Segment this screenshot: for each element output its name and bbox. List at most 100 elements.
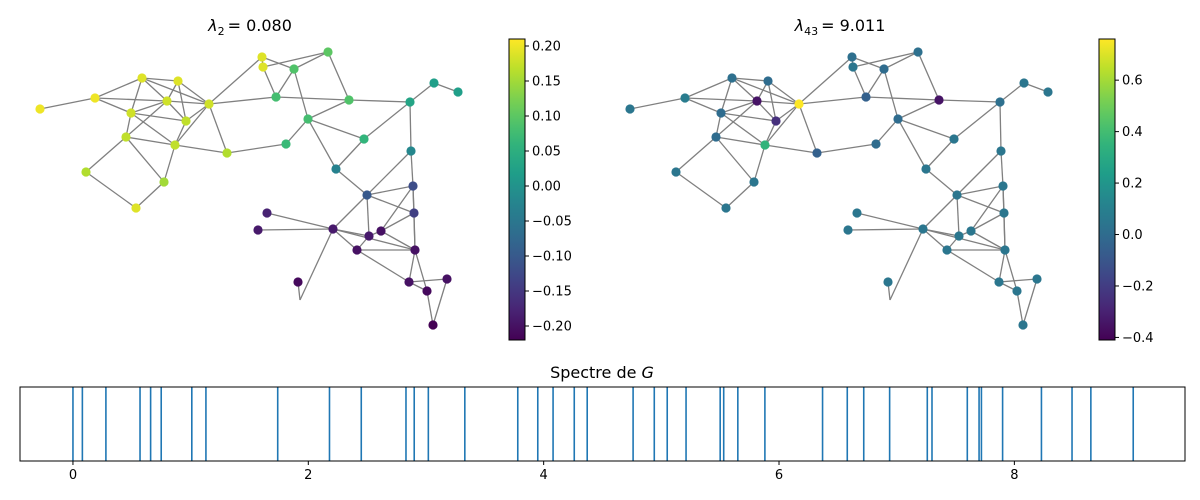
colorbar-tick-label: 0.4 (1122, 125, 1143, 140)
colorbar-gradient (508, 38, 526, 341)
graph-edge (999, 101, 1002, 152)
graph-edge (275, 68, 295, 98)
graph-node (861, 92, 871, 102)
graph-node (281, 139, 291, 149)
graph-edge (299, 228, 334, 301)
graph-edge (917, 51, 940, 101)
graph-edge (307, 99, 350, 120)
graph-node (1032, 274, 1042, 284)
graph-node (1000, 245, 1010, 255)
graph-node (352, 245, 362, 255)
graph-node (344, 95, 354, 105)
graph-node (408, 181, 418, 191)
graph-node (170, 140, 180, 150)
graph-edge (897, 118, 955, 140)
graph-edge (125, 100, 168, 138)
graph-node (222, 148, 232, 158)
graph-edge (130, 112, 187, 122)
graph-edge (380, 212, 415, 232)
graph-node (173, 76, 183, 86)
graph-edge (166, 100, 210, 105)
graph-node (131, 203, 141, 213)
graph-edge (275, 96, 350, 101)
colorbar-lambda43: 0.6 0.4 0.2 0.0 −0.2 −0.4 (1098, 38, 1154, 346)
graph-node (727, 73, 737, 83)
colorbar-tick-label: 0.20 (532, 40, 561, 55)
graph-edge (130, 100, 168, 114)
graph-edge (94, 97, 168, 102)
graph-node (405, 97, 415, 107)
graph-edge (363, 101, 411, 140)
graph-node (949, 134, 959, 144)
graph-panel-lambda2: λ2 = 0.080 0.20 0.15 0.10 0.05 0.00 −0.05 −0.10… (35, 16, 572, 341)
spectrum-x-axis: 0 2 4 6 8 (69, 461, 1019, 483)
graph-edge (798, 96, 867, 105)
graph-node (871, 139, 881, 149)
graph-node (126, 108, 136, 118)
graph-edge (408, 249, 416, 283)
graph-edge (753, 144, 766, 183)
graph-edge (141, 77, 168, 102)
colorbar-gradient (1098, 38, 1116, 341)
graph-node (760, 140, 770, 150)
graph-node (883, 277, 893, 287)
graph-edge (684, 97, 722, 114)
graph-node (952, 190, 962, 200)
graph-edge (208, 96, 277, 105)
graph-edge (408, 278, 448, 283)
graph-edge (865, 96, 940, 101)
graph-edge (883, 51, 919, 70)
graph-node (204, 99, 214, 109)
colorbar-tick-label: −0.20 (532, 320, 572, 335)
graph-edge (956, 194, 960, 237)
graph-edge (85, 136, 127, 173)
graph-node (364, 231, 374, 241)
graph-node (711, 132, 721, 142)
graph-edge (856, 212, 924, 230)
graph-edge (798, 56, 853, 105)
graph-edge (130, 77, 143, 114)
graph-edge (629, 97, 686, 110)
graph-edge (970, 230, 1006, 251)
graph-edge (956, 194, 1005, 214)
graph-node (999, 208, 1009, 218)
graph-node (453, 87, 463, 97)
x-tick-label: 2 (304, 468, 312, 483)
graph-edge (946, 249, 1000, 283)
graph-node (913, 47, 923, 57)
graph-node (293, 277, 303, 287)
x-tick-label: 0 (69, 468, 77, 483)
graph-edge (366, 194, 370, 237)
graph-edge (956, 150, 1002, 196)
graph-edge (852, 51, 919, 68)
colorbar-tick-label: −0.15 (532, 285, 572, 300)
graph-edge (130, 112, 176, 146)
graph-node (716, 108, 726, 118)
graph-node (81, 167, 91, 177)
graph-edge (135, 181, 165, 209)
graph-edge (348, 99, 411, 103)
graph-edge (208, 56, 263, 105)
graph-node (1043, 87, 1053, 97)
graph-node (996, 146, 1006, 156)
graph-nodes (35, 47, 463, 330)
graph-edge (998, 249, 1006, 283)
graph-node (994, 277, 1004, 287)
graph-node (289, 64, 299, 74)
graph-edge (257, 228, 334, 231)
graph-edge (715, 100, 758, 138)
graph-edge (335, 138, 365, 170)
graph-edge (756, 100, 800, 105)
graph-edge (262, 66, 277, 98)
graph-edge (925, 168, 958, 196)
graph-edge (775, 103, 800, 122)
spectrum-title: Spectre de G (550, 363, 654, 382)
graph-node (35, 104, 45, 114)
graph-edge (731, 77, 758, 102)
graph-edge (847, 228, 924, 231)
graph-node (422, 286, 432, 296)
graph-node (271, 92, 281, 102)
graph-edge (332, 194, 368, 230)
graph-node (429, 78, 439, 88)
